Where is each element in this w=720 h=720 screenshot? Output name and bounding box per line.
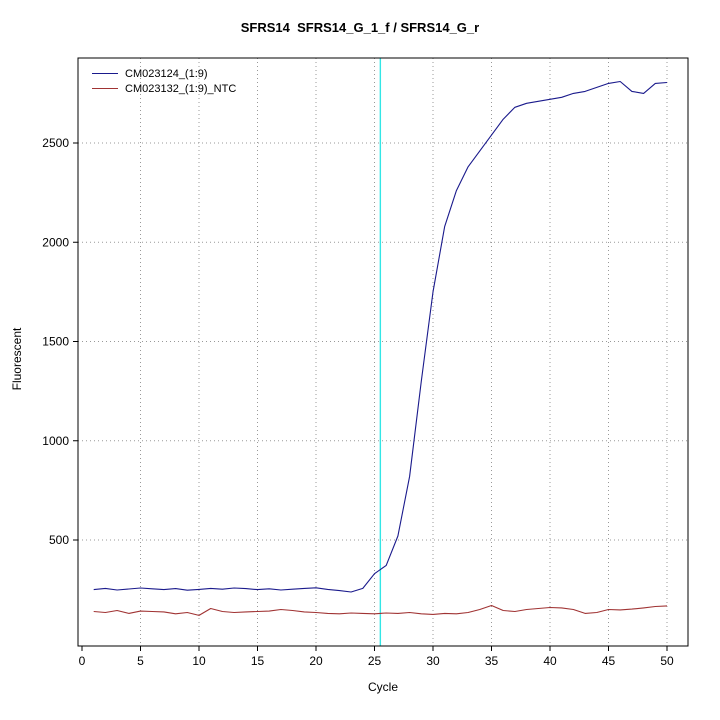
x-tick-label: 20 <box>309 654 323 668</box>
x-tick-label: 35 <box>485 654 499 668</box>
legend-line-sample-icon <box>92 73 118 74</box>
x-tick-label: 45 <box>602 654 616 668</box>
legend-item-ntc: CM023132_(1:9)_NTC <box>92 81 236 96</box>
y-axis-label: Fluorescent <box>10 327 24 391</box>
x-tick-label: 30 <box>426 654 440 668</box>
x-tick-label: 50 <box>660 654 674 668</box>
plot-border <box>77 57 689 647</box>
legend-label-sample: CM023124_(1:9) <box>125 67 208 80</box>
legend-line-ntc-icon <box>92 88 118 89</box>
series-line-0 <box>93 80 668 593</box>
x-tick-label: 40 <box>543 654 557 668</box>
x-tick-label: 10 <box>192 654 206 668</box>
legend-label-ntc: CM023132_(1:9)_NTC <box>125 82 237 95</box>
y-tick-label: 1000 <box>42 434 69 448</box>
y-tick-label: 500 <box>49 533 69 547</box>
x-tick-label: 0 <box>79 654 86 668</box>
chart-title: SFRS14 SFRS14_G_1_f / SFRS14_G_r <box>240 20 480 35</box>
x-axis-label: Cycle <box>367 680 398 694</box>
series-line-1 <box>93 604 668 616</box>
x-tick-label: 25 <box>368 654 382 668</box>
x-tick-label: 5 <box>137 654 144 668</box>
x-tick-label: 15 <box>251 654 265 668</box>
legend-item-sample: CM023124_(1:9) <box>92 66 236 81</box>
y-tick-label: 2000 <box>42 235 69 249</box>
y-tick-label: 2500 <box>42 136 69 150</box>
y-tick-label: 1500 <box>42 335 69 349</box>
legend: CM023124_(1:9) CM023132_(1:9)_NTC <box>92 66 236 96</box>
